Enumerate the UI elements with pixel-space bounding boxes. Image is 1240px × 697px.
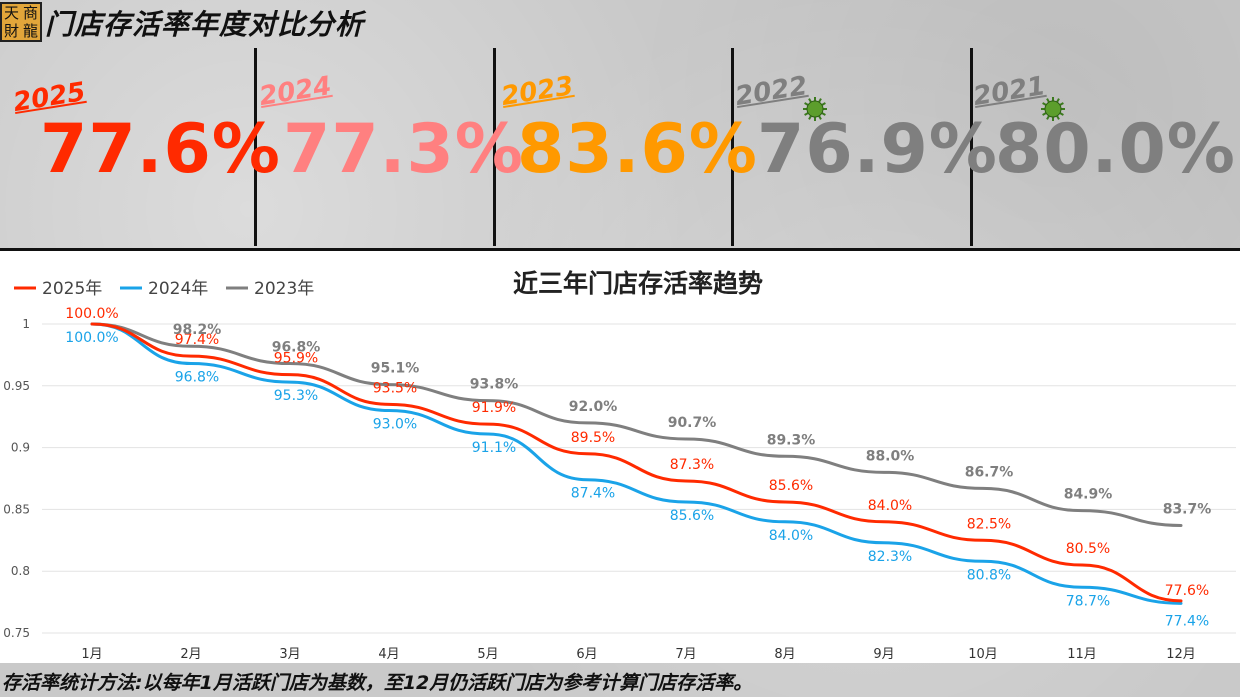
y-tick-label: 1 (22, 317, 30, 331)
kpi-year-2022: 2022 (733, 71, 810, 112)
kpi-value-2022: 76.9% (757, 110, 998, 189)
data-label: 88.0% (866, 448, 915, 464)
legend-entry: 2024年 (148, 279, 208, 299)
x-tick-label: 2月 (180, 647, 201, 662)
kpi-value-2025: 77.6% (40, 110, 281, 189)
data-label: 78.7% (1066, 593, 1110, 609)
kpi-value-2023: 83.6% (517, 110, 758, 189)
y-tick-label: 0.9 (11, 441, 30, 455)
kpi-year-2021: 2021 (971, 71, 1048, 112)
x-tick-label: 7月 (675, 647, 696, 662)
survival-rate-line-chart: 近三年门店存活率趋势 1 0.95 0.9 0.85 0.8 0.75 1月 2月 3月 4月 5月 6… (3, 269, 1236, 662)
data-label: 87.3% (670, 457, 714, 473)
x-tick-label: 9月 (873, 647, 894, 662)
data-label: 100.0% (65, 306, 118, 322)
series-line-2024年 (90, 322, 1183, 605)
kpi-year-2023: 2023 (499, 71, 576, 112)
data-label: 86.7% (965, 464, 1014, 480)
data-label: 100.0% (65, 330, 118, 346)
data-label: 85.6% (769, 478, 813, 494)
data-label: 95.1% (371, 361, 420, 377)
data-label: 84.0% (769, 528, 813, 544)
data-label: 80.5% (1066, 541, 1110, 557)
logo-char: 龍 (22, 22, 38, 40)
y-tick-label: 0.95 (3, 379, 30, 393)
data-label: 82.3% (868, 549, 912, 565)
x-tick-label: 6月 (576, 647, 597, 662)
data-label: 80.8% (967, 567, 1011, 583)
kpi-year-2024: 2024 (257, 71, 334, 112)
footnote: 存活率统计方法:以每年1月活跃门店为基数，至12月仍活跃门店为参考计算门店存活率… (2, 672, 753, 694)
data-label: 96.8% (175, 370, 219, 386)
data-label: 91.1% (472, 440, 516, 456)
x-tick-label: 1月 (81, 647, 102, 662)
data-label: 82.5% (967, 516, 1011, 532)
data-label: 84.0% (868, 498, 912, 514)
data-label: 87.4% (571, 486, 615, 502)
virus-icon (803, 97, 827, 121)
kpi-divider (970, 48, 973, 246)
logo-char: 財 (3, 22, 19, 40)
x-tick-label: 5月 (477, 647, 498, 662)
data-label: 95.9% (274, 351, 318, 367)
series-line-2025年 (90, 322, 1183, 603)
chart-title: 近三年门店存活率趋势 (513, 269, 763, 298)
y-tick-label: 0.85 (3, 502, 30, 516)
data-label: 77.6% (1165, 583, 1209, 599)
data-label: 90.7% (668, 415, 717, 431)
logo: 天 商 財 龍 (0, 2, 42, 42)
data-label: 89.5% (571, 430, 615, 446)
kpi-divider (731, 48, 734, 246)
data-label: 92.0% (569, 399, 618, 415)
data-label: 89.3% (767, 432, 816, 448)
page-title: 门店存活率年度对比分析 (45, 8, 365, 41)
data-label: 97.4% (175, 332, 219, 348)
kpi-divider (254, 48, 257, 246)
logo-char: 商 (22, 4, 38, 22)
data-label: 85.6% (670, 508, 714, 524)
data-label: 93.0% (373, 417, 417, 433)
x-tick-label: 11月 (1067, 647, 1097, 662)
x-tick-label: 12月 (1166, 647, 1196, 662)
legend-entry: 2025年 (42, 279, 102, 299)
data-label: 84.9% (1064, 487, 1113, 503)
y-tick-label: 0.8 (11, 564, 30, 578)
data-label: 93.5% (373, 380, 417, 396)
data-label: 95.3% (274, 388, 318, 404)
kpi-value-2024: 77.3% (283, 110, 524, 189)
chart-panel: 近三年门店存活率趋势 1 0.95 0.9 0.85 0.8 0.75 1月 2月 3月 4月 5月 6… (0, 248, 1240, 663)
data-label: 93.8% (470, 377, 519, 393)
y-tick-label: 0.75 (3, 626, 30, 640)
kpi-value-2021: 80.0% (995, 110, 1236, 189)
data-label: 83.7% (1163, 501, 1212, 517)
legend-entry: 2023年 (254, 279, 314, 299)
logo-char: 天 (3, 4, 19, 22)
virus-icon (1041, 97, 1065, 121)
data-label: 77.4% (1165, 613, 1209, 629)
kpi-divider (493, 48, 496, 246)
x-tick-label: 8月 (774, 647, 795, 662)
x-tick-label: 10月 (968, 647, 998, 662)
x-tick-label: 3月 (279, 647, 300, 662)
data-label: 96.8% (272, 340, 321, 356)
x-tick-label: 4月 (378, 647, 399, 662)
data-label: 91.9% (472, 400, 516, 416)
data-label: 98.2% (173, 322, 222, 338)
series-line-2023年 (90, 322, 1183, 527)
